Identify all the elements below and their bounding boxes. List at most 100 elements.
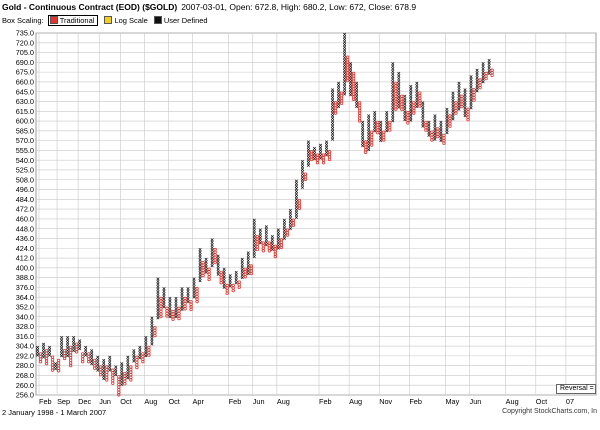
- x-mark: [415, 86, 419, 90]
- x-mark: [421, 101, 425, 105]
- x-mark: [144, 351, 148, 355]
- x-mark: [270, 247, 274, 252]
- x-mark: [331, 137, 335, 141]
- x-column: [331, 88, 335, 141]
- x-column: [174, 296, 178, 319]
- o-mark: [454, 111, 458, 115]
- x-mark: [264, 243, 268, 247]
- o-mark: [478, 86, 482, 90]
- x-mark: [463, 95, 467, 100]
- scaling-option-user-defined[interactable]: User Defined: [153, 16, 208, 25]
- o-mark: [105, 378, 109, 382]
- scaling-option-log[interactable]: Log Scale: [104, 15, 148, 25]
- x-mark: [312, 152, 317, 156]
- y-tick-label: 388.0: [16, 273, 34, 282]
- x-mark: [445, 115, 449, 119]
- x-mark: [433, 124, 437, 128]
- x-mark: [379, 133, 383, 137]
- x-mark: [246, 256, 250, 260]
- x-mark: [343, 50, 347, 55]
- x-mark: [54, 362, 58, 366]
- reversal-box[interactable]: Reversal =: [556, 384, 596, 394]
- x-mark: [294, 195, 298, 199]
- y-tick-label: 340.0: [16, 312, 34, 321]
- x-mark: [120, 380, 124, 384]
- x-mark: [379, 131, 383, 135]
- y-tick-label: 585.0: [16, 126, 34, 135]
- o-column: [484, 71, 488, 81]
- o-mark: [297, 206, 302, 211]
- x-mark: [108, 360, 112, 364]
- x-column: [264, 225, 268, 247]
- o-mark: [430, 138, 434, 142]
- x-mark: [35, 345, 40, 349]
- y-tick-label: 448.0: [16, 224, 34, 233]
- x-mark: [252, 234, 256, 238]
- x-column: [318, 143, 323, 160]
- o-column: [436, 127, 440, 139]
- x-mark: [349, 85, 353, 89]
- x-mark: [300, 167, 304, 171]
- scaling-option-traditional[interactable]: Traditional: [47, 14, 99, 26]
- x-mark: [222, 267, 226, 271]
- x-mark: [96, 358, 100, 362]
- x-mark: [114, 373, 118, 377]
- y-tick-label: 472.0: [16, 205, 34, 214]
- x-column: [192, 277, 196, 299]
- x-mark: [102, 361, 106, 365]
- x-tick-label: Dec: [78, 397, 91, 406]
- scaling-option-label: Log Scale: [114, 15, 148, 25]
- x-column: [240, 257, 244, 280]
- x-mark: [391, 82, 395, 86]
- x-mark: [54, 364, 58, 368]
- y-tick-label: 268.0: [16, 371, 34, 380]
- o-column: [38, 352, 43, 364]
- x-mark: [391, 119, 395, 123]
- x-mark: [150, 324, 154, 328]
- x-mark: [367, 119, 371, 123]
- x-mark: [415, 97, 419, 101]
- x-mark: [108, 358, 112, 362]
- x-mark: [469, 103, 473, 107]
- x-mark: [481, 64, 485, 68]
- x-mark: [72, 338, 76, 342]
- x-mark: [343, 74, 347, 78]
- x-mark: [126, 371, 130, 375]
- o-column: [472, 88, 476, 102]
- x-mark: [300, 170, 304, 174]
- o-mark: [183, 307, 187, 311]
- x-column: [457, 81, 461, 111]
- x-mark: [343, 37, 347, 42]
- x-mark: [469, 82, 473, 87]
- x-mark: [288, 208, 292, 212]
- x-column: [120, 362, 124, 387]
- x-mark: [228, 276, 232, 280]
- x-mark: [463, 88, 467, 92]
- x-mark: [427, 123, 431, 127]
- x-mark: [379, 120, 383, 124]
- x-mark: [150, 321, 154, 325]
- x-mark: [156, 282, 160, 286]
- x-mark: [138, 353, 142, 357]
- x-mark: [318, 156, 323, 160]
- x-mark: [331, 132, 335, 136]
- x-mark: [469, 85, 473, 89]
- o-column: [430, 130, 434, 142]
- x-mark: [403, 112, 407, 117]
- x-mark: [391, 116, 395, 120]
- x-mark: [156, 279, 160, 284]
- x-mark: [433, 137, 437, 141]
- x-mark: [120, 367, 124, 371]
- o-mark: [333, 111, 338, 115]
- x-mark: [288, 216, 292, 220]
- x-mark: [331, 121, 335, 126]
- x-mark: [60, 351, 64, 355]
- x-mark: [361, 128, 365, 132]
- o-mark: [68, 363, 73, 368]
- x-mark: [216, 262, 220, 266]
- x-column: [306, 140, 311, 167]
- x-mark: [174, 307, 178, 311]
- x-mark: [306, 140, 311, 144]
- x-mark: [445, 123, 449, 127]
- y-tick-label: 660.0: [16, 78, 34, 87]
